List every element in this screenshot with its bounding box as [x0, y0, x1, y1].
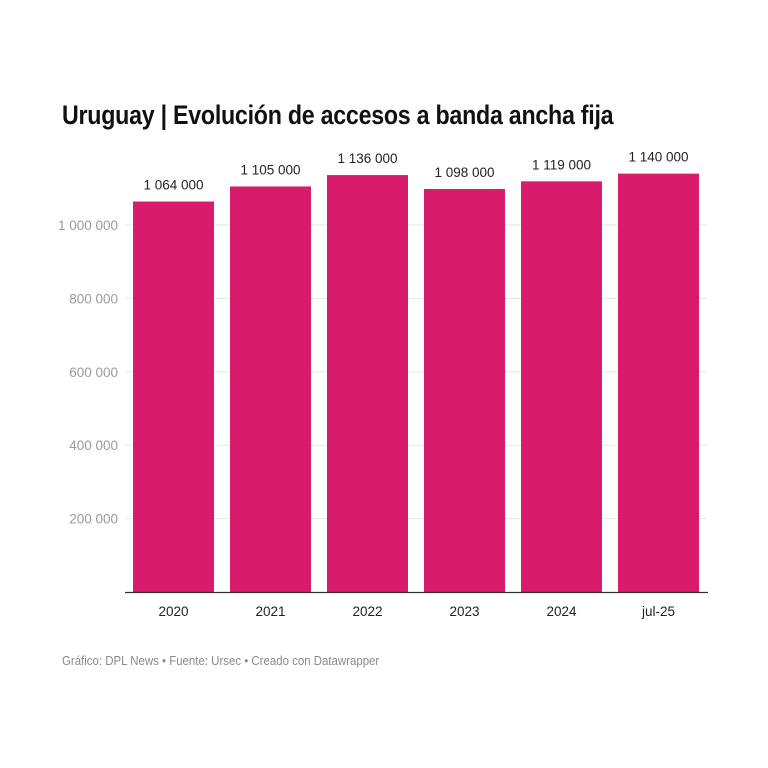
bar-2021: [230, 186, 311, 592]
bar-2020: [133, 201, 214, 592]
data-label: 1 136 000: [337, 151, 397, 166]
data-label: 1 119 000: [532, 157, 591, 172]
y-tick-label: 600 000: [69, 365, 118, 380]
y-tick-label: 800 000: [69, 291, 118, 306]
bar-2022: [327, 175, 408, 592]
y-tick-label: 1 000 000: [58, 218, 118, 233]
y-tick-label: 200 000: [69, 512, 118, 527]
bar-2023: [424, 189, 505, 592]
bar-2024: [521, 181, 602, 592]
x-tick-label: 2023: [449, 604, 479, 619]
data-label: 1 098 000: [434, 165, 494, 180]
x-tick-label: 2020: [158, 604, 188, 619]
data-label: 1 140 000: [628, 150, 688, 165]
bar-jul-25: [618, 173, 699, 592]
x-tick-label: jul-25: [641, 604, 675, 619]
data-label: 1 105 000: [240, 162, 300, 177]
x-tick-label: 2024: [546, 604, 577, 619]
data-label: 1 064 000: [143, 178, 203, 193]
y-tick-label: 400 000: [69, 438, 118, 453]
chart-title: Uruguay | Evolución de accesos a banda a…: [62, 100, 614, 130]
chart-footer: Gráfico: DPL News • Fuente: Ursec • Crea…: [62, 653, 380, 668]
x-tick-label: 2021: [255, 604, 285, 619]
x-tick-label: 2022: [352, 604, 382, 619]
